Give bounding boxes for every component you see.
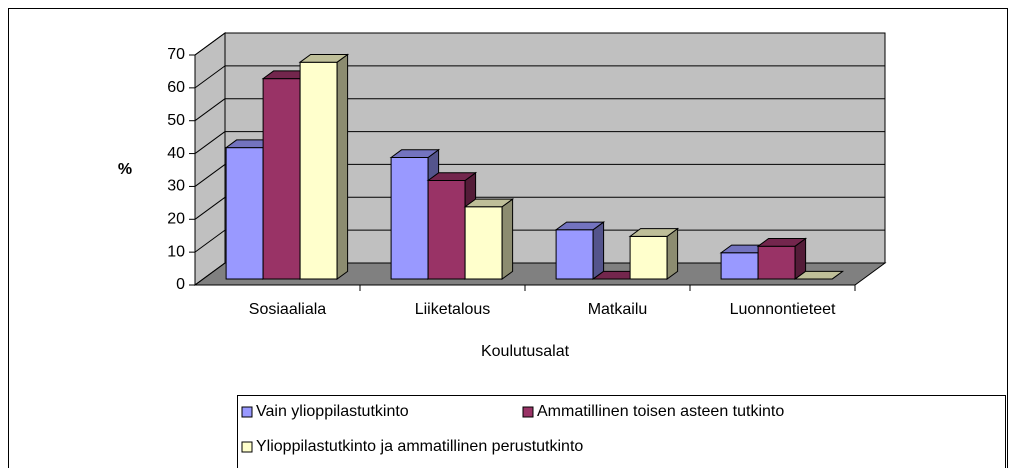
bar-front	[299, 61, 338, 280]
y-tick-label: 50	[167, 112, 185, 129]
y-tick-label: 60	[167, 79, 185, 96]
bar-top	[628, 228, 680, 237]
legend-box	[237, 395, 1006, 468]
chart-border	[8, 8, 1008, 468]
y-tick-label: 70	[167, 46, 185, 63]
x-tick-label: Luonnontieteet	[730, 301, 836, 318]
bar-front	[720, 252, 759, 280]
legend-label: Ammatillinen toisen asteen tutkinto	[537, 403, 784, 420]
y-axis-label: %	[118, 161, 132, 178]
bar-side	[501, 198, 514, 281]
bar-front	[757, 245, 796, 280]
x-tick-label: Liiketalous	[415, 301, 491, 318]
grid-line	[194, 164, 226, 187]
bar	[793, 270, 845, 280]
bar-top	[426, 172, 478, 181]
legend-label: Vain ylioppilastutkinto	[256, 403, 409, 420]
bar-front	[629, 235, 668, 280]
bar-side	[336, 53, 349, 281]
bar-top	[793, 270, 845, 280]
bar-top	[389, 149, 441, 158]
grid-line	[194, 32, 226, 56]
bar-front	[464, 206, 503, 280]
bar-side	[592, 221, 605, 281]
legend-swatch	[522, 406, 534, 418]
bar	[756, 237, 808, 281]
bar-front	[555, 229, 594, 280]
bar-front	[262, 78, 301, 280]
bar-front	[390, 156, 429, 280]
legend-swatch	[241, 406, 253, 418]
bar	[554, 221, 606, 281]
bar	[298, 53, 350, 281]
y-tick-label: 30	[167, 178, 185, 195]
grid-line	[194, 98, 226, 122]
y-tick-label: 40	[167, 145, 185, 162]
bar-side	[666, 227, 679, 281]
x-axis-label: Koulutusalat	[481, 343, 570, 360]
bar-top	[554, 221, 606, 231]
bar	[463, 198, 515, 281]
bar-front	[427, 179, 466, 280]
grid-line	[194, 196, 226, 220]
bar-top	[756, 238, 808, 247]
grid-line	[194, 229, 226, 253]
grid-line	[194, 262, 226, 286]
grid-line	[194, 65, 226, 89]
bar-top	[463, 198, 515, 208]
grid-line	[194, 131, 226, 154]
x-tick-label: Matkailu	[588, 301, 648, 318]
side-wall	[194, 32, 226, 286]
y-tick-label: 10	[167, 243, 185, 260]
x-tick-label: Sosiaaliala	[249, 301, 326, 318]
legend-swatch	[241, 441, 253, 453]
legend-label: Ylioppilastutkinto ja ammatillinen perus…	[256, 438, 583, 455]
y-tick-label: 0	[176, 276, 185, 293]
y-tick-label: 20	[167, 211, 185, 228]
bar-top	[298, 54, 350, 63]
bar-front	[225, 147, 264, 280]
bar	[628, 227, 680, 281]
